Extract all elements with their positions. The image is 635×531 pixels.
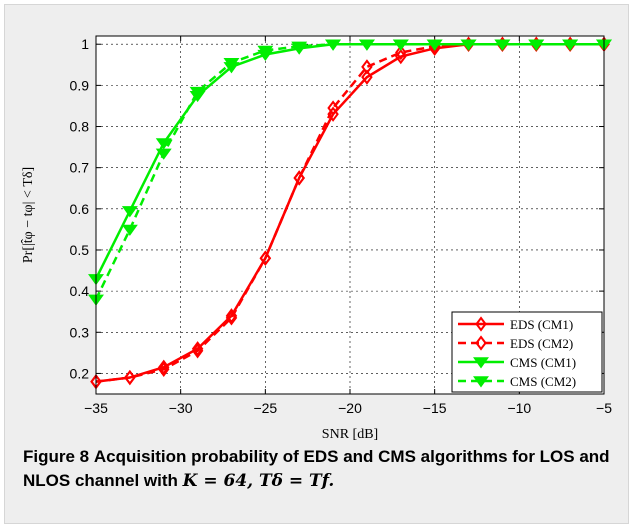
data-point	[121, 206, 138, 218]
data-point	[327, 100, 339, 116]
y-tick-label: 0.8	[70, 119, 90, 135]
data-point	[293, 170, 305, 186]
data-point	[121, 224, 138, 236]
data-point	[361, 69, 373, 85]
y-tick-label: 0.2	[70, 365, 90, 381]
y-tick-label: 0.9	[70, 77, 90, 93]
x-tick-label: −20	[338, 400, 362, 416]
data-point	[191, 343, 204, 359]
series-cms-cm2-	[88, 39, 612, 306]
data-point	[392, 39, 409, 51]
data-point	[528, 39, 545, 51]
x-tick-label: −25	[253, 400, 277, 416]
series-line	[94, 42, 604, 300]
acquisition-probability-chart: −35 −30 −25 −20 −15 −10 −5 0.2 0.3 0.4 0.5 0.6 0.7 0.…	[21, 35, 612, 442]
x-tick-label: −10	[507, 400, 531, 416]
x-tick-label: −15	[423, 400, 447, 416]
data-point	[157, 361, 170, 377]
data-point	[395, 44, 407, 61]
legend-marker	[475, 316, 487, 332]
legend-entry: EDS (CM1)	[510, 317, 573, 332]
data-point	[155, 148, 172, 160]
data-point	[155, 138, 172, 150]
x-axis-label: SNR [dB]	[322, 427, 378, 442]
caption-figure-number: Figure 8	[23, 447, 90, 466]
data-point	[191, 341, 204, 357]
y-tick-label: 1	[81, 36, 89, 52]
legend-marker	[473, 376, 489, 388]
data-point	[225, 310, 238, 326]
data-point	[494, 39, 511, 51]
y-axis-label: Pr[|t̂φ − tφ| < Tδ]	[21, 167, 36, 263]
data-point	[562, 39, 579, 51]
data-point	[257, 45, 274, 57]
data-point	[460, 39, 477, 51]
data-point	[325, 39, 342, 51]
data-point	[361, 59, 373, 75]
data-point	[157, 359, 170, 375]
y-tick-label: 0.7	[70, 160, 90, 176]
data-point	[291, 41, 308, 53]
y-tick-label: 0.4	[70, 283, 90, 299]
legend-entry: CMS (CM1)	[510, 355, 576, 370]
x-tick-label: −5	[596, 400, 612, 416]
y-tick-label: 0.3	[70, 324, 90, 340]
legend-marker	[473, 357, 489, 369]
legend-marker	[475, 335, 487, 351]
caption-text: Acquisition probability of EDS and CMS a…	[23, 447, 610, 490]
data-point	[124, 369, 136, 386]
figure-panel: −35 −30 −25 −20 −15 −10 −5 0.2 0.3 0.4 0.5 0.6 0.7 0.…	[4, 4, 629, 524]
data-point	[358, 39, 375, 51]
data-point	[426, 39, 443, 51]
y-tick-label: 0.5	[70, 242, 90, 258]
axis-ticks: −35 −30 −25 −20 −15 −10 −5 0.2 0.3 0.4 0.5 0.6 0.7 0.…	[70, 36, 612, 416]
figure-caption: Figure 8 Acquisition probability of EDS …	[23, 445, 623, 493]
data-series	[88, 36, 612, 390]
legend-entry: CMS (CM2)	[510, 374, 576, 389]
x-tick-label: −30	[169, 400, 193, 416]
data-point	[223, 58, 240, 70]
legend: EDS (CM1) EDS (CM2) CMS (CM1) CMS (CM2)	[451, 311, 603, 393]
data-point	[259, 250, 272, 266]
y-tick-label: 0.6	[70, 201, 90, 217]
legend-entry: EDS (CM2)	[510, 336, 573, 351]
caption-math: K = 64, Tδ = Tf.	[182, 471, 335, 491]
data-point	[189, 86, 206, 99]
x-tick-label: −35	[84, 400, 108, 416]
plot-frame	[95, 35, 605, 395]
